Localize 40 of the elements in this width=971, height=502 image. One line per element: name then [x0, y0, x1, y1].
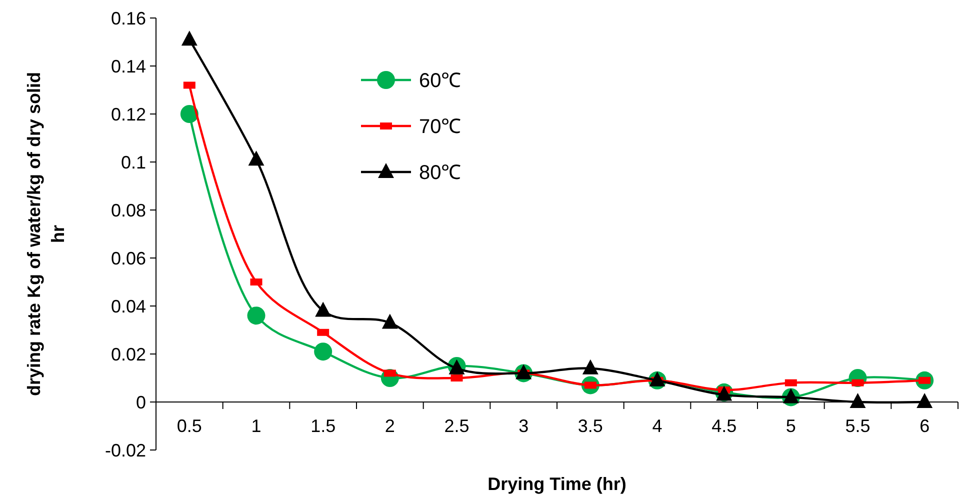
y-tick-label: 0.06	[110, 248, 146, 268]
y-tick-label: 0.08	[110, 200, 146, 220]
x-tick-label: 6	[920, 416, 930, 436]
x-tick-label: 4.5	[712, 416, 737, 436]
x-tick-label: 2.5	[444, 416, 470, 436]
point	[649, 371, 666, 386]
x-tick-label: 3.5	[578, 416, 603, 436]
point	[248, 150, 264, 166]
legend-label: 80℃	[419, 162, 462, 184]
x-axis-title: Drying Time (hr)	[488, 474, 626, 494]
y-tick-label: 0.02	[110, 344, 146, 364]
point	[247, 306, 266, 325]
point	[916, 393, 933, 408]
y-tick-label: 0.04	[110, 296, 146, 316]
point	[850, 393, 866, 408]
legend-label: 60℃	[419, 70, 462, 92]
point	[314, 342, 332, 361]
point	[181, 30, 198, 46]
point	[180, 105, 198, 123]
x-tick-label: 1	[251, 416, 262, 436]
point	[582, 359, 598, 374]
y-tick-label: 0.1	[120, 152, 146, 172]
legend-label: 70℃	[419, 116, 462, 138]
x-tick-label: 2	[384, 416, 395, 436]
x-tick-label: 1.5	[310, 416, 336, 436]
point	[382, 314, 398, 329]
point	[782, 388, 799, 404]
x-tick-label: 5	[786, 416, 796, 436]
y-axis-title: drying rate Kg of water/kg of dry solid hr	[24, 72, 68, 396]
x-tick-label: 3	[518, 416, 529, 436]
x-tick-label: 4	[652, 416, 662, 436]
y-tick-label: 0.12	[110, 104, 146, 124]
x-tick-label: 0.5	[176, 416, 202, 436]
y-tick-label: 0.14	[110, 56, 146, 76]
point	[315, 302, 332, 317]
y-tick-label: 0	[136, 392, 146, 412]
point	[516, 364, 532, 380]
y-tick-label: 0.16	[110, 8, 146, 28]
x-tick-label: 5.5	[845, 416, 870, 436]
y-tick-label: -0.02	[104, 440, 146, 460]
